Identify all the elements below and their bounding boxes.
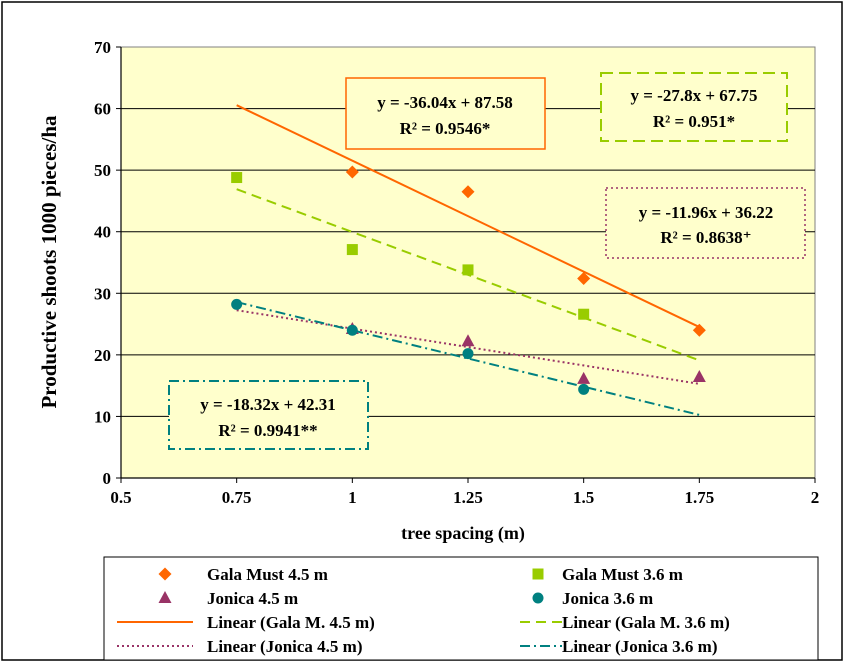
- data-point-series-1: [577, 272, 591, 286]
- y-tick-label: 40: [94, 223, 111, 242]
- x-tick-labels: 0.5 0.75 1 1.25 1.5 1.75 2: [110, 488, 819, 507]
- y-tick-label: 20: [94, 346, 111, 365]
- data-point-series-2: [578, 308, 590, 320]
- data-point-series-1: [692, 323, 706, 337]
- data-point-series-4: [231, 298, 243, 310]
- data-point-series-4: [578, 383, 590, 395]
- data-point-series-1: [345, 165, 359, 179]
- x-tick-label: 1.25: [453, 488, 483, 507]
- legend: Gala Must 4.5 m Gala Must 3.6 m Jonica 4.5…: [117, 565, 730, 656]
- y-tick-label: 0: [103, 469, 112, 488]
- legend-label: Linear (Gala M. 4.5 m): [207, 613, 375, 632]
- equation-box-gala-3-6: y = -27.8x + 67.75 R² = 0.951*: [600, 72, 788, 142]
- legend-label: Linear (Jonica 4.5 m): [207, 637, 363, 656]
- legend-marker-2: [532, 568, 544, 580]
- equation-box-jonica-4-5: y = -11.96x + 36.22 R² = 0.8638⁺: [605, 187, 806, 259]
- trendline-1: [236, 104, 700, 328]
- equation-gala-3-6: y = -27.8x + 67.75: [630, 86, 757, 105]
- legend-label: Gala Must 4.5 m: [207, 565, 328, 584]
- data-point-series-4: [462, 348, 474, 360]
- r2-jonica-4-5: R² = 0.8638⁺: [660, 228, 751, 247]
- legend-label: Gala Must 3.6 m: [562, 565, 683, 584]
- y-axis-title: Productive shoots 1000 pieces/ha: [37, 115, 61, 409]
- x-axis-title: tree spacing (m): [401, 523, 525, 544]
- data-point-series-3: [577, 371, 591, 384]
- legend-label: Linear (Jonica 3.6 m): [562, 637, 718, 656]
- equation-box-jonica-4-5-frame: [605, 187, 806, 259]
- x-tick-label: 2: [811, 488, 820, 507]
- equation-box-jonica-3-6-frame: [168, 380, 369, 450]
- data-point-series-2: [231, 172, 243, 184]
- x-tick-label: 1: [348, 488, 357, 507]
- equation-box-gala-4-5: y = -36.04x + 87.58 R² = 0.9546*: [345, 77, 546, 150]
- equation-gala-4-5: y = -36.04x + 87.58: [377, 93, 513, 112]
- legend-label: Jonica 4.5 m: [207, 589, 298, 608]
- legend-marker-3: [158, 591, 172, 603]
- equation-jonica-3-6: y = -18.32x + 42.31: [200, 395, 336, 414]
- x-tick-label: 1.5: [573, 488, 594, 507]
- equation-box-jonica-3-6: y = -18.32x + 42.31 R² = 0.9941**: [168, 380, 369, 450]
- x-tick-label: 0.5: [110, 488, 131, 507]
- y-tick-labels: 0 10 20 30 40 50 60 70: [94, 38, 111, 488]
- data-point-series-3: [461, 334, 475, 347]
- y-tick-label: 30: [94, 284, 111, 303]
- x-tick-label: 0.75: [222, 488, 252, 507]
- legend-label: Linear (Gala M. 3.6 m): [562, 613, 730, 632]
- r2-gala-3-6: R² = 0.951*: [653, 112, 735, 131]
- y-tick-label: 50: [94, 161, 111, 180]
- legend-box: [103, 556, 819, 661]
- legend-marker-4: [532, 592, 544, 604]
- y-tick-label: 60: [94, 100, 111, 119]
- x-tick-label: 1.75: [684, 488, 714, 507]
- y-tick-label: 10: [94, 407, 111, 426]
- equation-box-gala-4-5-frame: [345, 77, 546, 150]
- trendline-3: [236, 309, 700, 385]
- data-point-series-1: [461, 185, 475, 199]
- data-points: [231, 165, 706, 395]
- equation-jonica-4-5: y = -11.96x + 36.22: [639, 203, 774, 222]
- data-point-series-3: [692, 370, 706, 383]
- data-point-series-2: [346, 244, 358, 256]
- r2-gala-4-5: R² = 0.9546*: [400, 119, 491, 138]
- data-point-series-4: [346, 324, 358, 336]
- legend-label: Jonica 3.6 m: [562, 589, 653, 608]
- data-point-series-2: [462, 264, 474, 276]
- r2-jonica-3-6: R² = 0.9941**: [218, 421, 317, 440]
- legend-marker-1: [158, 567, 172, 581]
- equation-box-gala-3-6-frame: [600, 72, 788, 142]
- y-tick-label: 70: [94, 38, 111, 57]
